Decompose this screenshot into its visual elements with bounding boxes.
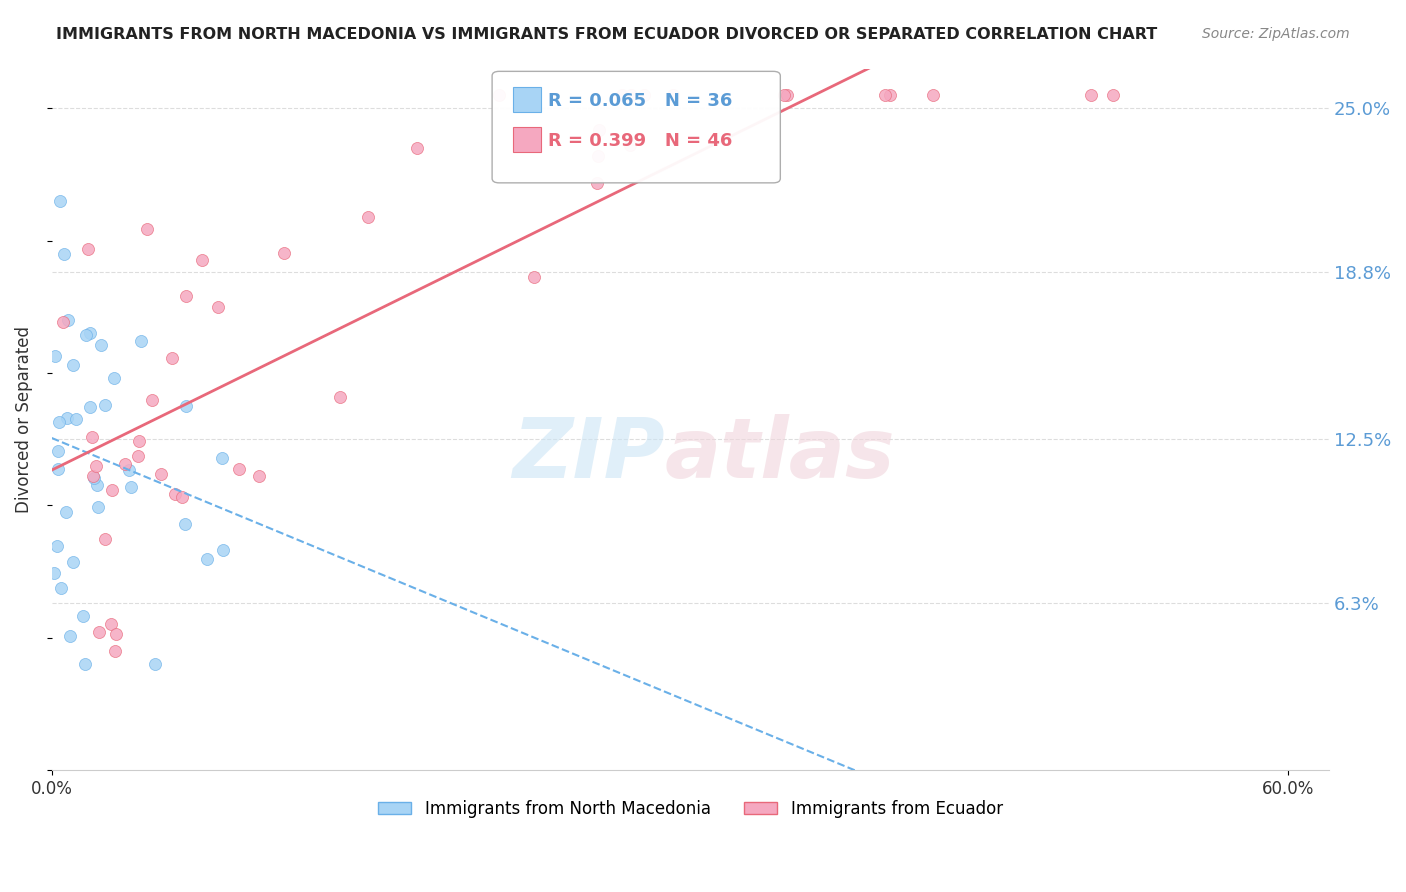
Point bbox=[160, 351, 183, 366]
Point bbox=[80, 430, 103, 444]
Point bbox=[921, 87, 943, 102]
Point bbox=[62, 358, 84, 372]
Point bbox=[104, 626, 127, 640]
Point bbox=[247, 468, 270, 483]
Point bbox=[523, 270, 546, 285]
Point bbox=[65, 412, 87, 426]
Point bbox=[79, 400, 101, 414]
Point bbox=[228, 462, 250, 476]
Point bbox=[49, 194, 72, 208]
Point bbox=[90, 338, 112, 352]
Text: atlas: atlas bbox=[665, 414, 896, 495]
Point bbox=[46, 443, 69, 458]
Point bbox=[117, 463, 139, 477]
Point bbox=[165, 487, 187, 501]
Y-axis label: Divorced or Separated: Divorced or Separated bbox=[15, 326, 32, 513]
Point bbox=[103, 370, 125, 384]
Point bbox=[773, 87, 796, 102]
Point bbox=[191, 252, 214, 267]
Point bbox=[488, 87, 510, 102]
Text: R = 0.065   N = 36: R = 0.065 N = 36 bbox=[548, 92, 733, 110]
Point bbox=[55, 504, 77, 518]
Point bbox=[77, 242, 100, 256]
Point bbox=[79, 326, 101, 340]
Point bbox=[1080, 87, 1102, 102]
Point bbox=[114, 457, 136, 471]
Point bbox=[619, 137, 641, 152]
Point bbox=[1102, 87, 1125, 102]
Point bbox=[87, 500, 110, 515]
Point bbox=[46, 539, 69, 553]
Point bbox=[100, 617, 122, 632]
Point bbox=[46, 462, 69, 476]
Legend: Immigrants from North Macedonia, Immigrants from Ecuador: Immigrants from North Macedonia, Immigra… bbox=[371, 794, 1010, 825]
Point bbox=[49, 581, 72, 595]
Text: ZIP: ZIP bbox=[512, 414, 665, 495]
Point bbox=[59, 629, 82, 643]
Point bbox=[104, 644, 127, 658]
Point bbox=[87, 625, 110, 640]
Point bbox=[72, 609, 94, 624]
Point bbox=[141, 393, 163, 408]
Point bbox=[75, 328, 97, 343]
Point bbox=[273, 246, 295, 260]
Point bbox=[212, 543, 235, 558]
Point bbox=[588, 149, 610, 163]
Point bbox=[94, 532, 117, 546]
Point bbox=[143, 657, 166, 672]
Point bbox=[101, 483, 124, 498]
Point bbox=[44, 350, 66, 364]
Point bbox=[58, 313, 80, 327]
Point bbox=[48, 415, 70, 429]
Point bbox=[174, 289, 197, 303]
Point bbox=[586, 177, 609, 191]
Point bbox=[94, 398, 117, 412]
Point bbox=[128, 434, 150, 448]
Point bbox=[82, 468, 104, 483]
Point bbox=[879, 87, 901, 102]
Point bbox=[131, 334, 153, 348]
Point bbox=[44, 566, 66, 580]
Point bbox=[873, 87, 896, 102]
Point bbox=[86, 478, 108, 492]
Point bbox=[207, 301, 229, 315]
Point bbox=[52, 314, 75, 328]
Point bbox=[620, 87, 643, 102]
Text: Source: ZipAtlas.com: Source: ZipAtlas.com bbox=[1202, 27, 1350, 41]
Text: IMMIGRANTS FROM NORTH MACEDONIA VS IMMIGRANTS FROM ECUADOR DIVORCED OR SEPARATED: IMMIGRANTS FROM NORTH MACEDONIA VS IMMIG… bbox=[56, 27, 1157, 42]
Point bbox=[176, 399, 198, 413]
Point bbox=[357, 211, 380, 225]
Point bbox=[53, 247, 76, 261]
Point bbox=[73, 657, 96, 672]
Point bbox=[195, 552, 218, 566]
Point bbox=[776, 87, 799, 102]
Point bbox=[662, 87, 685, 102]
Point bbox=[610, 87, 633, 102]
Point bbox=[62, 555, 84, 569]
Point bbox=[84, 458, 107, 473]
Point bbox=[588, 123, 610, 137]
Point bbox=[329, 390, 352, 404]
Point bbox=[127, 450, 149, 464]
Point bbox=[170, 490, 193, 504]
Point bbox=[56, 411, 79, 425]
Point bbox=[405, 141, 427, 155]
Point bbox=[120, 480, 142, 494]
Point bbox=[633, 87, 655, 102]
Text: R = 0.399   N = 46: R = 0.399 N = 46 bbox=[548, 132, 733, 150]
Point bbox=[135, 222, 157, 236]
Point bbox=[83, 471, 105, 485]
Point bbox=[173, 516, 195, 531]
Point bbox=[211, 450, 233, 465]
Point bbox=[149, 467, 172, 481]
